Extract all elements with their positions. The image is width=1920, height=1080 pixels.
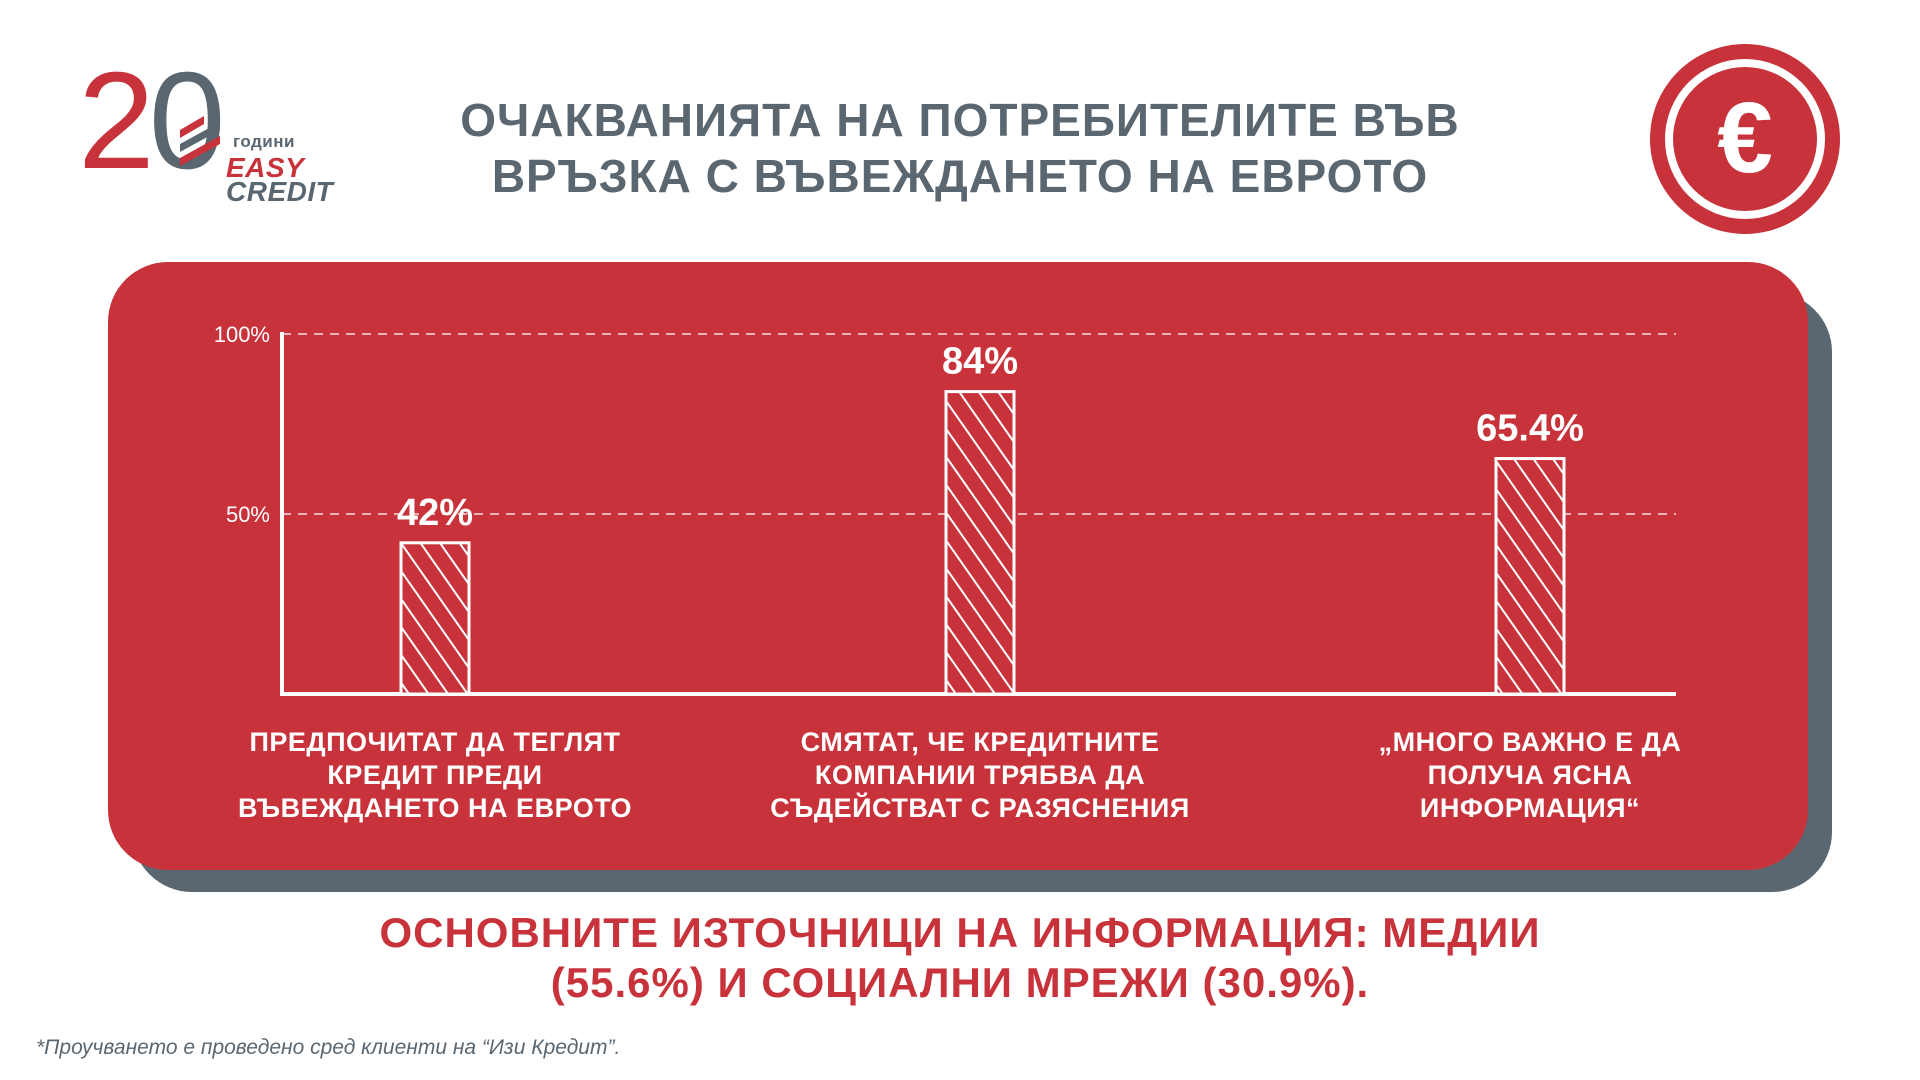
info-sources-line-1: ОСНОВНИТЕ ИЗТОЧНИЦИ НА ИНФОРМАЦИЯ: МЕДИИ (379, 909, 1541, 956)
logo-years-label: години (233, 132, 295, 151)
bar-layer: 42% 84% 65.4% (397, 341, 1584, 696)
info-sources-note: ОСНОВНИТЕ ИЗТОЧНИЦИ НА ИНФОРМАЦИЯ: МЕДИИ… (300, 908, 1620, 1008)
bar-2 (944, 390, 1016, 696)
category-label-line: ПРЕДПОЧИТАТ ДА ТЕГЛЯТ (249, 727, 621, 757)
category-label-line: „МНОГО ВАЖНО Е ДА (1378, 727, 1682, 757)
category-label-line: ПОЛУЧА ЯСНА (1427, 760, 1633, 790)
bar-value-label-1: 42% (397, 492, 473, 534)
page-title-line-1: ОЧАКВАНИЯТА НА ПОТРЕБИТЕЛИТЕ ВЪВ (460, 94, 1460, 146)
easy-credit-logo: 20 години EASY CREDIT (78, 52, 358, 210)
logo-digit-2: 2 (78, 44, 155, 198)
logo-word-credit: CREDIT (226, 176, 334, 207)
bar-1 (399, 541, 471, 696)
bar-value-label-2: 84% (942, 341, 1018, 383)
logo-number: 20 (78, 52, 225, 190)
logo-stripes-icon (180, 116, 220, 166)
euro-badge: € (1650, 44, 1840, 234)
info-sources-line-2: (55.6%) И СОЦИАЛНИ МРЕЖИ (30.9%). (550, 959, 1370, 1006)
bar-value-label-3: 65.4% (1476, 408, 1584, 450)
page-title: ОЧАКВАНИЯТА НА ПОТРЕБИТЕЛИТЕ ВЪВ ВРЪЗКА … (380, 92, 1540, 204)
category-label-line: СМЯТАТ, ЧЕ КРЕДИТНИТЕ (800, 727, 1160, 757)
bar-3 (1494, 457, 1566, 696)
category-label-line: КОМПАНИИ ТРЯБВА ДА (814, 760, 1146, 790)
category-label-line: ВЪВЕЖДАНЕТО НА ЕВРОТО (237, 793, 633, 823)
category-label-line: СЪДЕЙСТВАТ С РАЗЯСНЕНИЯ (770, 793, 1190, 823)
page-title-line-2: ВРЪЗКА С ВЪВЕЖДАНЕТО НА ЕВРОТО (491, 150, 1429, 202)
y-tick-label-100: 100% (214, 322, 270, 347)
euro-icon: € (1717, 82, 1773, 194)
category-label-1: ПРЕДПОЧИТАТ ДА ТЕГЛЯТ КРЕДИТ ПРЕДИ ВЪВЕЖДА… (205, 726, 665, 825)
category-label-2: СМЯТАТ, ЧЕ КРЕДИТНИТЕ КОМПАНИИ ТРЯБВА ДА С… (750, 726, 1210, 825)
logo-word-easy: EASY (226, 152, 305, 183)
category-label-3: „МНОГО ВАЖНО Е ДА ПОЛУЧА ЯСНА ИНФОРМАЦИЯ“ (1300, 726, 1760, 825)
y-tick-label-50: 50% (226, 502, 270, 527)
footnote: *Проучването е проведено сред клиенти на… (36, 1036, 621, 1059)
category-label-line: ИНФОРМАЦИЯ“ (1419, 793, 1641, 823)
logo-digit-0: 0 (148, 44, 226, 198)
category-label-line: КРЕДИТ ПРЕДИ (327, 760, 543, 790)
